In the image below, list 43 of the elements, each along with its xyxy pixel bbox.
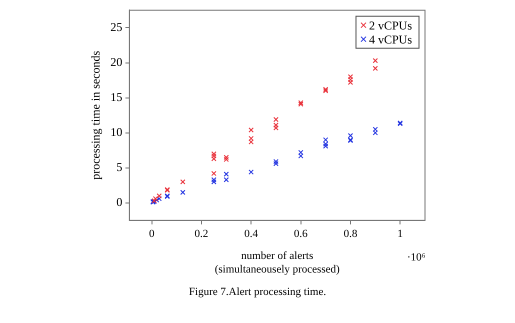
point [372, 130, 378, 136]
point [211, 170, 216, 176]
point [273, 158, 279, 164]
point [248, 127, 254, 133]
text: ·10⁶ [407, 251, 426, 264]
y-tick-label: 25 [110, 20, 122, 34]
point [323, 141, 328, 147]
y-tick-label: 10 [110, 124, 122, 139]
x-tick-label: 0.8 [344, 228, 358, 240]
x-axis-title: number of alerts (simultaneousely processed) [214, 250, 340, 276]
y-tick-label: 15 [110, 90, 122, 104]
point [224, 156, 229, 162]
text: Figure 7.Alert processing time. [188, 286, 328, 298]
legend-label: 4 vCPUs [368, 32, 412, 46]
y-axis-title: processing time in seconds [88, 50, 102, 180]
point [348, 76, 354, 82]
point [211, 153, 216, 159]
point [372, 126, 378, 132]
point [298, 153, 304, 159]
point [211, 179, 216, 184]
point [224, 154, 229, 160]
point [248, 136, 254, 142]
point [273, 125, 279, 131]
point [180, 190, 186, 195]
point [248, 139, 254, 145]
point [273, 161, 279, 166]
point [372, 58, 378, 64]
point [156, 193, 162, 198]
y-tick-label: 20 [110, 54, 122, 69]
point [248, 169, 254, 175]
legend-label: 2 vCPUs [368, 18, 412, 32]
x-tick-label: 0.2 [194, 228, 208, 240]
point [156, 196, 162, 202]
x-tick-label: 0 [149, 228, 156, 240]
x-tick-label: 0.4 [244, 228, 258, 240]
x-tick-label: 1 [397, 228, 403, 240]
point [211, 177, 216, 182]
point [180, 179, 186, 184]
point [298, 150, 304, 156]
y-tick-label: 5 [116, 160, 122, 174]
x-tick-label: 0.6 [294, 228, 308, 240]
point [372, 66, 378, 71]
y-tick-label: 0 [116, 195, 122, 210]
